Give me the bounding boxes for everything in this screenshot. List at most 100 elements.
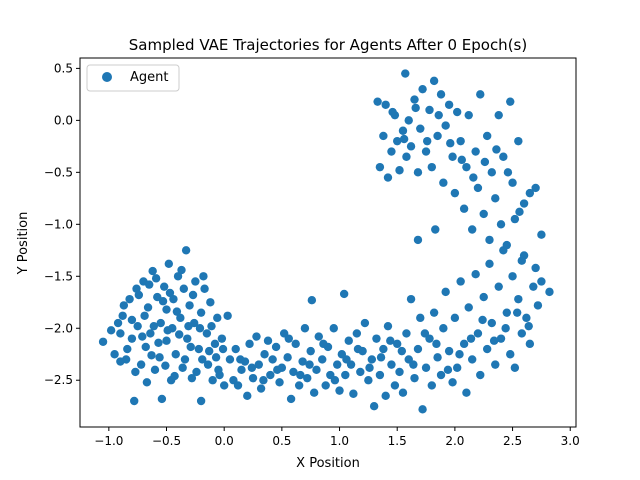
y-tick-label: −2.5: [44, 373, 73, 387]
scatter-point: [360, 318, 370, 328]
scatter-point: [431, 225, 440, 234]
x-tick-label: 2.0: [445, 434, 464, 448]
scatter-point: [367, 355, 377, 364]
scatter-point: [473, 183, 483, 193]
scatter-point: [476, 370, 485, 380]
scatter-point: [248, 373, 258, 383]
scatter-point: [188, 290, 198, 300]
scatter-point: [275, 378, 284, 387]
scatter-point: [473, 329, 483, 338]
scatter-point: [388, 107, 397, 117]
scatter-point: [439, 178, 448, 187]
scatter-point: [176, 313, 185, 323]
scatter-point: [364, 376, 373, 385]
scatter-point: [487, 318, 496, 328]
scatter-point: [448, 378, 457, 387]
scatter-point: [131, 367, 140, 377]
scatter-point: [181, 246, 191, 255]
scatter-point: [200, 284, 209, 293]
scatter-point: [162, 305, 171, 314]
scatter-point: [529, 282, 538, 291]
scatter-point: [506, 97, 515, 106]
scatter-point: [387, 147, 396, 156]
scatter-point: [433, 131, 442, 141]
scatter-point: [381, 391, 390, 401]
scatter-point: [439, 324, 448, 333]
scatter-point: [143, 303, 153, 312]
scatter-point: [480, 157, 490, 167]
scatter-point: [471, 270, 480, 279]
scatter-point: [531, 263, 540, 273]
scatter-point: [223, 311, 232, 320]
scatter-point: [517, 256, 526, 265]
scatter-point: [300, 324, 310, 333]
scatter-point: [333, 360, 342, 369]
scatter-point: [314, 332, 323, 341]
scatter-point: [289, 367, 298, 377]
scatter-point: [524, 321, 533, 331]
scatter-point: [429, 308, 439, 317]
scatter-point: [441, 121, 450, 130]
scatter-point: [381, 100, 390, 109]
scatter-point: [127, 334, 137, 343]
scatter-point: [510, 363, 520, 372]
scatter-point: [464, 303, 473, 312]
x-tick-label: −0.5: [152, 434, 181, 448]
scatter-point: [136, 360, 146, 369]
scatter-point: [537, 277, 546, 286]
scatter-point: [260, 350, 269, 359]
scatter-point: [119, 301, 129, 310]
scatter-point: [514, 136, 523, 146]
scatter-point: [503, 168, 513, 177]
scatter-point: [256, 384, 266, 393]
scatter-point: [462, 388, 471, 397]
scatter-point: [312, 365, 321, 375]
scatter-point: [207, 321, 216, 331]
scatter-point: [163, 326, 172, 335]
scatter-point: [321, 381, 330, 390]
scatter-point: [344, 336, 353, 345]
scatter-point: [537, 230, 546, 239]
scatter-point: [231, 344, 240, 354]
x-axis-label: X Position: [296, 456, 360, 471]
scatter-point: [134, 290, 144, 300]
y-tick-label: 0.5: [54, 61, 73, 75]
scatter-point: [254, 360, 263, 369]
scatter-point: [146, 329, 155, 338]
scatter-point: [243, 391, 252, 401]
scatter-point: [466, 334, 476, 343]
scatter-point: [213, 313, 222, 323]
scatter-point: [436, 370, 446, 380]
scatter-point: [339, 289, 349, 299]
scatter-point: [349, 389, 358, 398]
scatter-point: [113, 318, 123, 328]
scatter-point: [341, 370, 350, 380]
scatter-points: [98, 69, 554, 414]
legend-marker: [102, 72, 112, 82]
scatter-point: [397, 346, 407, 356]
scatter-point: [215, 370, 224, 380]
scatter-point: [444, 346, 454, 356]
scatter-point: [110, 350, 119, 359]
y-tick-label: 0.0: [54, 113, 73, 127]
scatter-point: [398, 126, 408, 135]
scatter-point: [467, 355, 477, 364]
scatter-point: [133, 321, 142, 331]
scatter-point: [510, 214, 520, 224]
scatter-point: [116, 357, 125, 366]
plot-frame: [79, 57, 577, 428]
scatter-point: [329, 324, 338, 333]
scatter-point: [148, 266, 157, 276]
scatter-point: [443, 365, 453, 375]
scatter-point: [427, 381, 437, 390]
scatter-point: [398, 388, 408, 397]
scatter-point: [125, 294, 134, 304]
scatter-point: [402, 329, 411, 338]
scatter-point: [416, 124, 425, 133]
scatter-point: [459, 339, 469, 349]
scatter-point: [441, 287, 450, 297]
scatter-point: [173, 272, 183, 281]
scatter-point: [284, 334, 293, 343]
scatter-point: [459, 204, 469, 213]
